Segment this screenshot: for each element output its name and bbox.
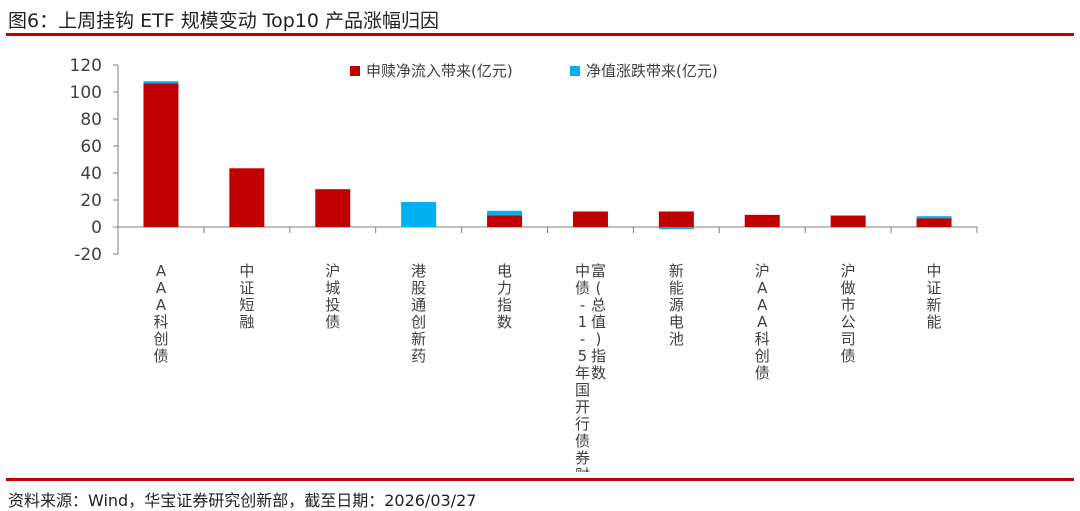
y-tick-label: 60 bbox=[80, 137, 102, 157]
category-label: 中债-1-5年国开行债券财 bbox=[575, 262, 590, 472]
category-label: 富(总值)指数 bbox=[591, 262, 606, 382]
category-label: 沪城投债 bbox=[325, 262, 340, 331]
bar-net-inflow bbox=[744, 214, 780, 227]
bar-nav-change bbox=[487, 210, 523, 216]
chart-legend: 申赎净流入带来(亿元) 净值涨跌带来(亿元) bbox=[350, 62, 718, 80]
category-label: 港股通创新药 bbox=[411, 262, 426, 365]
figure-title: 图6：上周挂钩 ETF 规模变动 Top10 产品涨幅归因 bbox=[8, 10, 440, 32]
category-label: 沪做市公司债 bbox=[841, 262, 856, 365]
bar-net-inflow bbox=[315, 189, 351, 227]
legend-label: 申赎净流入带来(亿元) bbox=[366, 62, 513, 80]
bar-net-inflow bbox=[830, 215, 866, 227]
legend-swatch bbox=[570, 66, 580, 76]
category-label: 电力指数 bbox=[497, 262, 512, 331]
bar-net-inflow bbox=[487, 215, 523, 227]
bar-net-inflow bbox=[572, 211, 608, 227]
bar-nav-change bbox=[658, 227, 694, 230]
bar-nav-change bbox=[916, 216, 952, 219]
bar-net-inflow bbox=[916, 218, 952, 227]
category-label: 中证短融 bbox=[239, 262, 254, 331]
source-note: 资料来源：Wind，华宝证券研究创新部，截至日期：2026/03/27 bbox=[8, 491, 477, 510]
legend-label: 净值涨跌带来(亿元) bbox=[586, 62, 718, 80]
chart-bars bbox=[143, 81, 952, 230]
bar-nav-change bbox=[401, 202, 437, 227]
legend-swatch bbox=[350, 66, 360, 76]
chart-axes: -20 0 20 40 60 80 100 120 bbox=[70, 56, 978, 265]
y-tick-label: 0 bbox=[91, 218, 102, 238]
category-label: 新能源电池 bbox=[669, 262, 684, 348]
category-label: A A A 科创债 bbox=[153, 262, 168, 365]
category-label: 中证新能 bbox=[927, 262, 942, 331]
y-tick-label: 100 bbox=[70, 83, 102, 103]
bar-net-inflow bbox=[229, 168, 265, 227]
bar-net-inflow bbox=[143, 83, 179, 227]
y-tick-label: -20 bbox=[74, 245, 102, 265]
y-tick-label: 120 bbox=[70, 56, 102, 76]
bar-chart: -20 0 20 40 60 80 100 120 A A A 科创债 中证短融 沪城投债 港股通创新药 电… bbox=[70, 56, 978, 472]
footer-divider bbox=[6, 478, 1074, 481]
bar-nav-change bbox=[143, 81, 179, 84]
y-tick-label: 20 bbox=[80, 191, 102, 211]
y-tick-label: 80 bbox=[80, 110, 102, 130]
bar-net-inflow bbox=[658, 211, 694, 227]
y-tick-label: 40 bbox=[80, 164, 102, 184]
category-label: 沪 A A A 科创债 bbox=[755, 262, 770, 382]
title-divider bbox=[6, 33, 1074, 36]
